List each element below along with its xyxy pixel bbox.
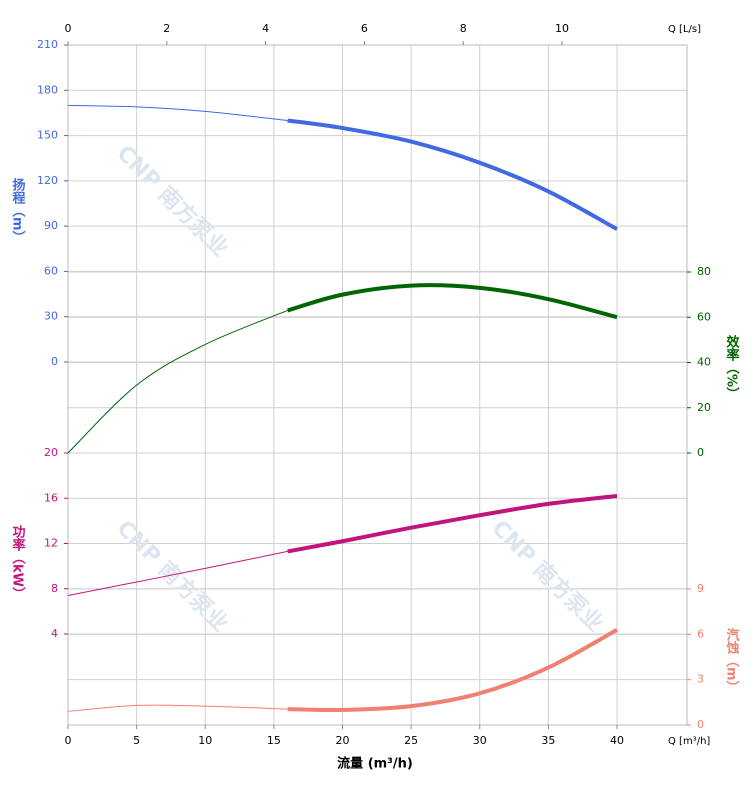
y-tick-label: 60: [697, 310, 711, 323]
axis-title: 功率（kW）: [10, 525, 27, 600]
curve-operating: [287, 494, 618, 554]
x2-tick-label: 10: [555, 22, 569, 35]
y-tick-label: 0: [697, 718, 704, 731]
grid: [67, 44, 687, 726]
y-tick-label: 4: [51, 627, 58, 640]
y-tick-label: 180: [37, 83, 58, 96]
x-tick-label: 0: [65, 734, 72, 747]
y-tick-label: 0: [697, 446, 704, 459]
y-tick-label: 12: [44, 537, 58, 550]
y-tick-label: 120: [37, 174, 58, 187]
curve-operating: [287, 283, 618, 320]
curve-thin: [67, 550, 288, 597]
x2-tick-label: 2: [163, 22, 170, 35]
watermarks: CNP 南方泵业 CNP 南方泵业 CNP 南方泵业: [112, 140, 609, 637]
y-tick-label: 90: [44, 219, 58, 232]
y-tick-label: 9: [697, 582, 704, 595]
x-tick-label: 20: [336, 734, 350, 747]
curve-thin: [67, 104, 288, 121]
x-tick-label: 25: [404, 734, 418, 747]
y-tick-label: 30: [44, 310, 58, 323]
plot-frame: [67, 44, 688, 726]
axis-title: 扬程（m）: [10, 177, 27, 243]
x-tick-label: 5: [133, 734, 140, 747]
x2-tick-label: 0: [65, 22, 72, 35]
watermark: CNP 南方泵业: [112, 515, 234, 637]
x-tick-label: 15: [267, 734, 281, 747]
axis-title: 汽蚀（m）: [724, 627, 741, 693]
watermark: CNP 南方泵业: [112, 140, 234, 262]
curve-operating: [287, 118, 618, 231]
y-tick-label: 210: [37, 38, 58, 51]
y-tick-label: 40: [697, 356, 711, 369]
y-tick-label: 8: [51, 582, 58, 595]
y-tick-label: 60: [44, 264, 58, 277]
y-tick-label: 20: [44, 446, 58, 459]
curve-operating: [287, 628, 618, 713]
curve-thin: [67, 309, 288, 454]
x2-tick-label: 6: [361, 22, 368, 35]
x-axis-title: 流量 (m³/h): [337, 756, 413, 772]
y-tick-label: 150: [37, 129, 58, 142]
x2-tick-label: 8: [460, 22, 467, 35]
watermark: CNP 南方泵业: [487, 515, 609, 637]
x-tick-label: 40: [610, 734, 624, 747]
axis-title: 效率（%）: [724, 334, 741, 400]
x-unit: Q [m³/h]: [668, 736, 710, 747]
y-tick-label: 0: [51, 355, 58, 368]
x-tick-label: 30: [473, 734, 487, 747]
x-tick-label: 10: [198, 734, 212, 747]
y-tick-label: 80: [697, 265, 711, 278]
x2-unit: Q [L/s]: [668, 24, 701, 35]
curve-thin: [67, 704, 288, 712]
x-tick-label: 35: [541, 734, 555, 747]
y-tick-label: 6: [697, 627, 704, 640]
y-tick-label: 16: [44, 491, 58, 504]
y-tick-label: 3: [697, 673, 704, 686]
y-tick-label: 20: [697, 401, 711, 414]
x2-tick-label: 4: [262, 22, 269, 35]
